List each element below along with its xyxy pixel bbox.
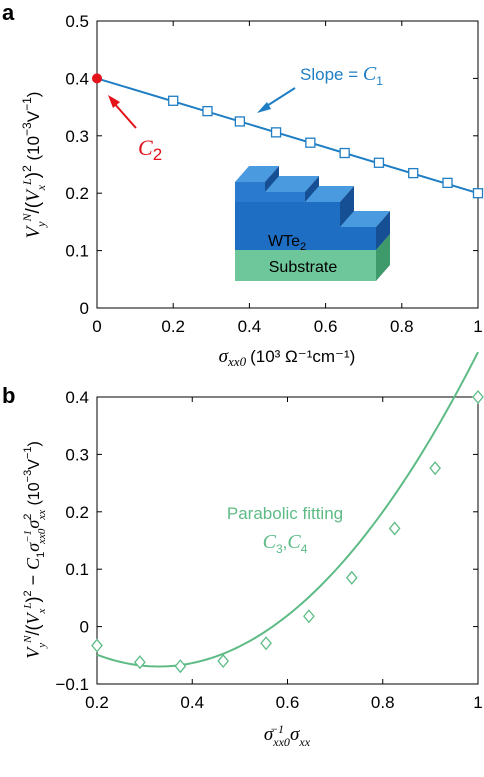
y-tick-label: 0.3 (65, 127, 89, 146)
data-point (134, 655, 146, 670)
panel-b-label: b (2, 383, 15, 408)
y-tick-label: 0.1 (65, 560, 89, 579)
data-point (303, 609, 315, 624)
y-tick-label: 0.4 (65, 388, 89, 407)
slope-arrow (257, 87, 296, 113)
x-tick-label: 0.2 (161, 317, 185, 336)
fit-curve (96, 351, 479, 668)
data-point (373, 157, 385, 168)
panel-b-x-label: σxx0−1 σxx (264, 722, 311, 749)
panel-b-axes: 0.2 0.4 0.6 0.8 1 −0.1 0 0.1 0.2 0.3 0.4 (55, 388, 482, 712)
panel-a-plot (92, 73, 484, 199)
x-tick-label: 1 (473, 693, 482, 712)
data-point (339, 147, 350, 159)
panel-b-ticks (96, 396, 479, 685)
device-inset: WTe2 Substrate (235, 166, 390, 281)
y-tick-label: −0.1 (55, 675, 89, 694)
parabolic-annotation-line2: C3,C4 (263, 531, 308, 556)
wte2-label: WTe2 (268, 233, 306, 253)
substrate-label: Substrate (269, 259, 338, 276)
y-tick-label: 0.1 (65, 242, 89, 261)
data-point (234, 116, 246, 127)
c2-arrow (108, 95, 137, 129)
data-point (388, 521, 401, 536)
data-point (217, 654, 230, 669)
x-tick-label: 0.6 (314, 317, 338, 336)
y-tick-label: 0.4 (65, 69, 89, 88)
y-tick-label: 0 (80, 299, 89, 318)
y-tick-label: 0.3 (65, 445, 89, 464)
parabolic-annotation-line1: Parabolic fitting (227, 504, 343, 523)
y-tick-label: 0.5 (65, 12, 89, 31)
y-tick-label: 0.2 (65, 184, 89, 203)
panel-b-y-tick-labels: −0.1 0 0.1 0.2 0.3 0.4 (55, 388, 89, 694)
x-tick-label: 0 (92, 317, 101, 336)
fit-line (96, 77, 479, 195)
x-tick-label: 0.6 (276, 693, 300, 712)
data-point (442, 177, 453, 189)
panel-a-frame (96, 20, 479, 309)
panel-a-y-label: VyN/(VxL)2 (10−3V−1) (20, 92, 48, 239)
x-tick-label: 1 (473, 317, 482, 336)
data-point (270, 127, 282, 138)
data-point (429, 461, 441, 476)
data-point (260, 636, 272, 651)
panel-b-y-label: VyN/(VxL)2 − C1σ−1 xx0σ2 xx (10−3V−1) (22, 441, 48, 659)
y-tick-label: 0.2 (65, 503, 89, 522)
y-tick-label: 0 (80, 618, 89, 637)
wte2-side (376, 211, 390, 250)
c2-annotation: C2 (138, 135, 162, 164)
data-point (472, 389, 484, 405)
panel-b-plot (91, 351, 484, 674)
panel-a-label: a (2, 0, 15, 25)
wte2-front (235, 227, 376, 250)
panel-a-y-tick-labels: 0 0.1 0.2 0.3 0.4 0.5 (65, 12, 89, 318)
substrate-front (235, 250, 376, 281)
data-point (91, 638, 103, 653)
x-tick-label: 0.4 (238, 317, 262, 336)
panel-a-x-tick-labels: 0 0.2 0.4 0.6 0.8 1 (92, 317, 482, 336)
data-point (174, 659, 187, 674)
x-tick-label: 0.2 (85, 693, 109, 712)
panel-a-x-label: σxx0 (10³ Ω⁻¹cm⁻¹) (219, 346, 356, 369)
panel-b-x-tick-labels: 0.2 0.4 0.6 0.8 1 (85, 693, 483, 712)
substrate-side (376, 234, 390, 281)
panel-a-axes: 0 0.2 0.4 0.6 0.8 1 0 0.1 0.2 0.3 0.4 0.5 (65, 12, 482, 336)
data-point (305, 137, 316, 148)
data-point (345, 570, 358, 585)
data-point (408, 167, 419, 179)
x-tick-label: 0.4 (180, 693, 204, 712)
data-point (168, 95, 179, 106)
data-point (472, 188, 484, 199)
c2-point (92, 73, 102, 84)
x-tick-label: 0.8 (371, 693, 395, 712)
data-point (202, 105, 213, 117)
x-tick-label: 0.8 (390, 317, 414, 336)
slope-annotation: Slope = C1 (300, 63, 383, 88)
